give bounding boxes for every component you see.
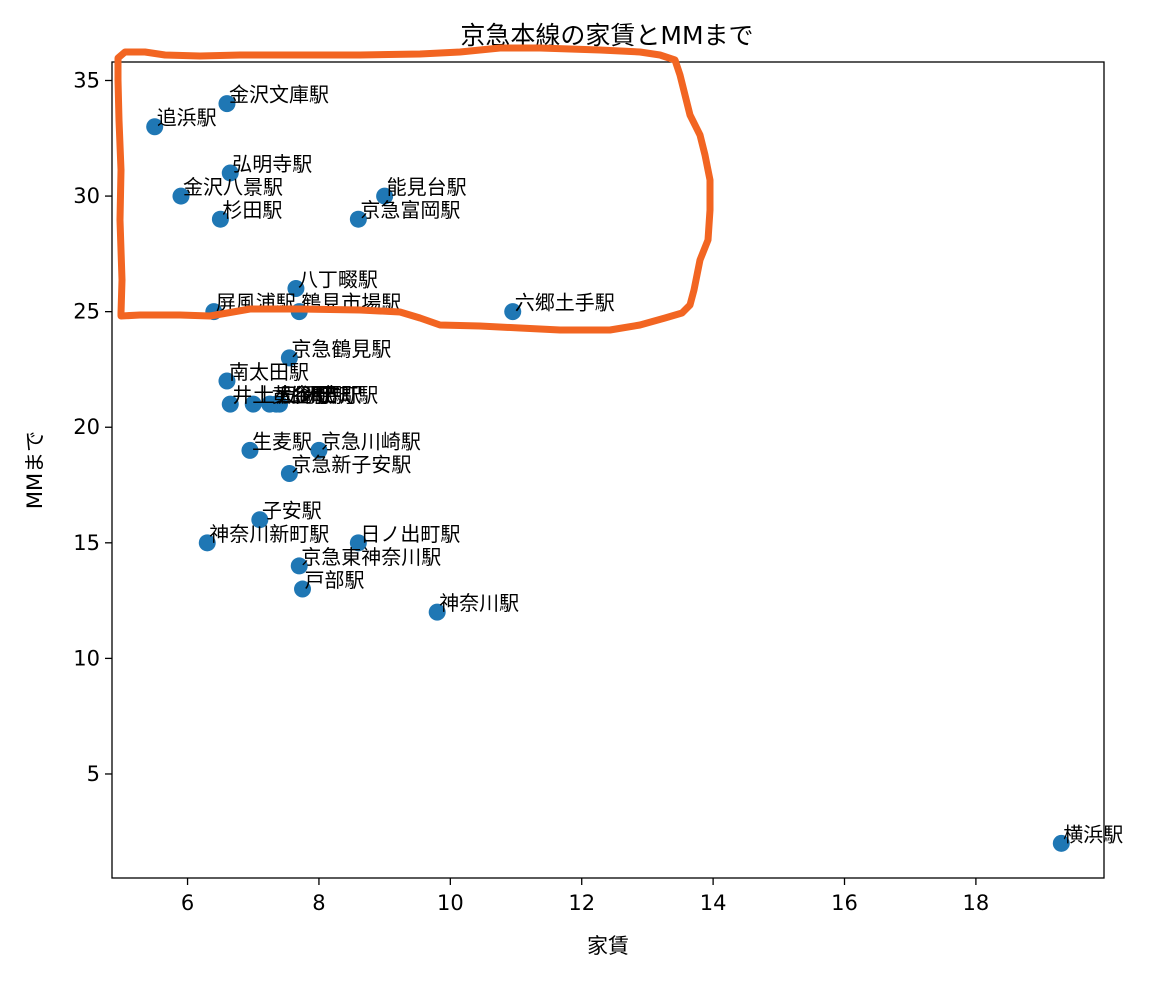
point-label: 六郷土手駅	[515, 291, 615, 315]
plot-frame	[111, 61, 1105, 879]
data-point	[504, 303, 522, 321]
data-point	[172, 187, 190, 205]
point-label: 黄金町駅	[272, 383, 352, 407]
point-label: 杉田駅	[222, 198, 282, 222]
point-label: 日ノ出町駅	[360, 522, 460, 546]
point-label: 南太田駅	[229, 360, 309, 384]
point-label: 弘明寺駅	[282, 383, 362, 407]
point-label: 能見台駅	[387, 175, 467, 199]
data-point	[349, 534, 367, 552]
data-point	[287, 280, 305, 298]
data-point	[218, 372, 236, 390]
point-label: 京急富岡駅	[360, 198, 460, 222]
point-label: 戸部駅	[305, 568, 365, 592]
y-axis: 5 10 15 20 25 30 35	[73, 68, 112, 786]
point-label: 京急東神奈川駅	[301, 545, 441, 569]
data-point	[290, 557, 308, 575]
x-tick-label: 18	[963, 891, 990, 915]
x-tick-label: 10	[437, 891, 464, 915]
y-tick-label: 25	[73, 300, 100, 324]
x-tick-label: 8	[312, 891, 325, 915]
data-point	[251, 511, 269, 529]
y-tick-label: 35	[73, 68, 100, 92]
y-tick-label: 20	[73, 415, 100, 439]
point-label: 子安駅	[262, 499, 322, 523]
point-label: 上大岡駅	[255, 383, 335, 407]
point-label: 横浜駅	[1063, 822, 1123, 846]
data-point	[428, 603, 446, 621]
y-axis-label: MMまで	[23, 431, 47, 509]
point-label: 京急川崎駅	[321, 429, 421, 453]
point-label: 神奈川新町駅	[209, 522, 329, 546]
point-label: 金沢文庫駅	[229, 83, 329, 107]
data-point	[349, 210, 367, 228]
x-tick-label: 12	[568, 891, 595, 915]
y-tick-label: 10	[73, 646, 100, 670]
highlight-freehand-annotation	[114, 44, 714, 334]
data-point	[211, 210, 229, 228]
data-point	[280, 464, 298, 482]
data-point	[280, 349, 298, 367]
x-axis-label: 家賃	[587, 934, 629, 958]
data-points	[146, 95, 1070, 852]
data-point	[198, 534, 216, 552]
point-label: 日ノ出町駅	[278, 383, 378, 407]
point-label: 金沢八景駅	[183, 175, 283, 199]
y-tick-label: 30	[73, 184, 100, 208]
x-tick-label: 6	[181, 891, 194, 915]
y-tick-label: 5	[87, 762, 100, 786]
point-label: 神奈川駅	[439, 591, 519, 615]
point-label: 生麦駅	[252, 429, 312, 453]
data-point	[310, 441, 328, 459]
data-point	[221, 164, 239, 182]
point-label: 弘明寺駅	[232, 152, 312, 176]
point-label: 追浜駅	[157, 106, 217, 130]
x-tick-label: 14	[700, 891, 727, 915]
data-point	[218, 95, 236, 113]
x-axis: 6 8 10 12 14 16 18	[181, 878, 989, 915]
point-label: 井土ヶ谷駅	[232, 383, 332, 407]
y-tick-label: 15	[73, 531, 100, 555]
data-point	[146, 118, 164, 136]
point-label: 京急新子安駅	[291, 452, 411, 476]
data-point	[1052, 834, 1070, 852]
x-tick-label: 16	[831, 891, 858, 915]
point-label: 八丁畷駅	[298, 268, 378, 292]
data-point	[241, 441, 259, 459]
point-label: 京急鶴見駅	[291, 337, 391, 361]
data-point	[221, 395, 239, 413]
data-point	[294, 580, 312, 598]
data-point	[271, 395, 289, 413]
data-point	[376, 187, 394, 205]
data-point	[244, 395, 262, 413]
